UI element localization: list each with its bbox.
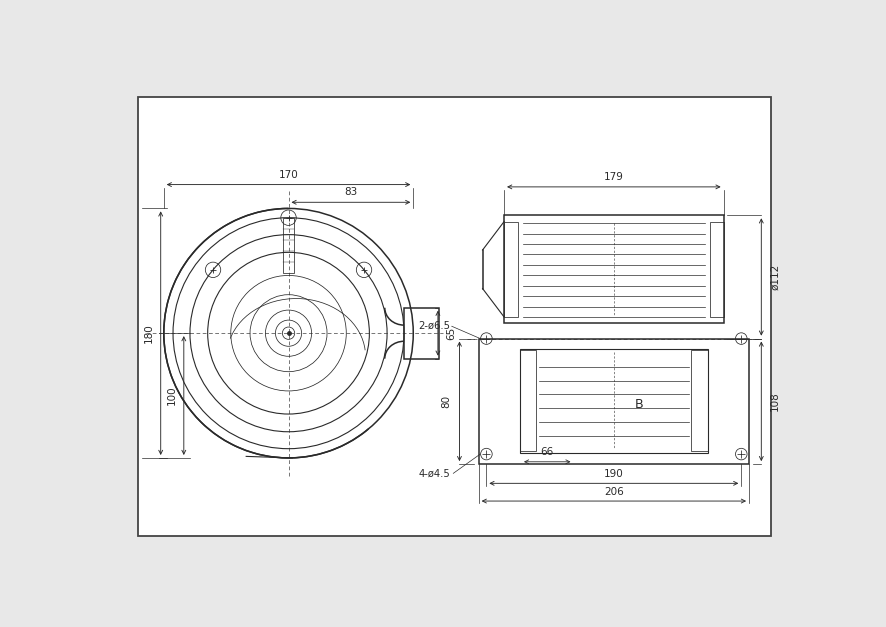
Bar bbox=[519, 350, 536, 451]
Bar bbox=[404, 308, 439, 359]
Text: 190: 190 bbox=[604, 469, 624, 479]
Text: 4-ø4.5: 4-ø4.5 bbox=[418, 469, 450, 479]
Bar bbox=[504, 216, 724, 323]
Text: 2-ø6.5: 2-ø6.5 bbox=[418, 320, 450, 330]
Text: 66: 66 bbox=[540, 447, 553, 457]
Text: 83: 83 bbox=[345, 187, 358, 198]
Text: 179: 179 bbox=[604, 172, 624, 182]
Text: ø112: ø112 bbox=[770, 264, 781, 290]
Text: 170: 170 bbox=[279, 169, 299, 179]
Text: 65: 65 bbox=[446, 327, 456, 340]
Bar bbox=[504, 221, 518, 317]
Bar bbox=[284, 218, 294, 273]
Text: 100: 100 bbox=[167, 386, 177, 406]
Text: 80: 80 bbox=[441, 395, 451, 408]
Text: 206: 206 bbox=[604, 487, 624, 497]
Bar bbox=[691, 350, 708, 451]
Text: 108: 108 bbox=[770, 391, 781, 411]
Bar bbox=[519, 349, 708, 453]
Text: 180: 180 bbox=[144, 324, 154, 343]
Bar bbox=[710, 221, 724, 317]
Bar bbox=[478, 339, 749, 464]
Text: B: B bbox=[634, 398, 643, 411]
